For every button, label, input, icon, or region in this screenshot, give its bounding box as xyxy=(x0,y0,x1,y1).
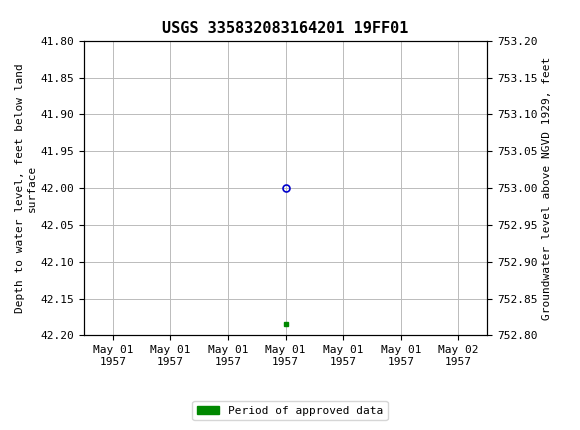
Title: USGS 335832083164201 19FF01: USGS 335832083164201 19FF01 xyxy=(162,21,409,36)
Y-axis label: Depth to water level, feet below land
surface: Depth to water level, feet below land su… xyxy=(15,63,37,313)
Text: ≡USGS: ≡USGS xyxy=(6,7,60,25)
Y-axis label: Groundwater level above NGVD 1929, feet: Groundwater level above NGVD 1929, feet xyxy=(542,56,552,320)
Legend: Period of approved data: Period of approved data xyxy=(193,401,387,420)
